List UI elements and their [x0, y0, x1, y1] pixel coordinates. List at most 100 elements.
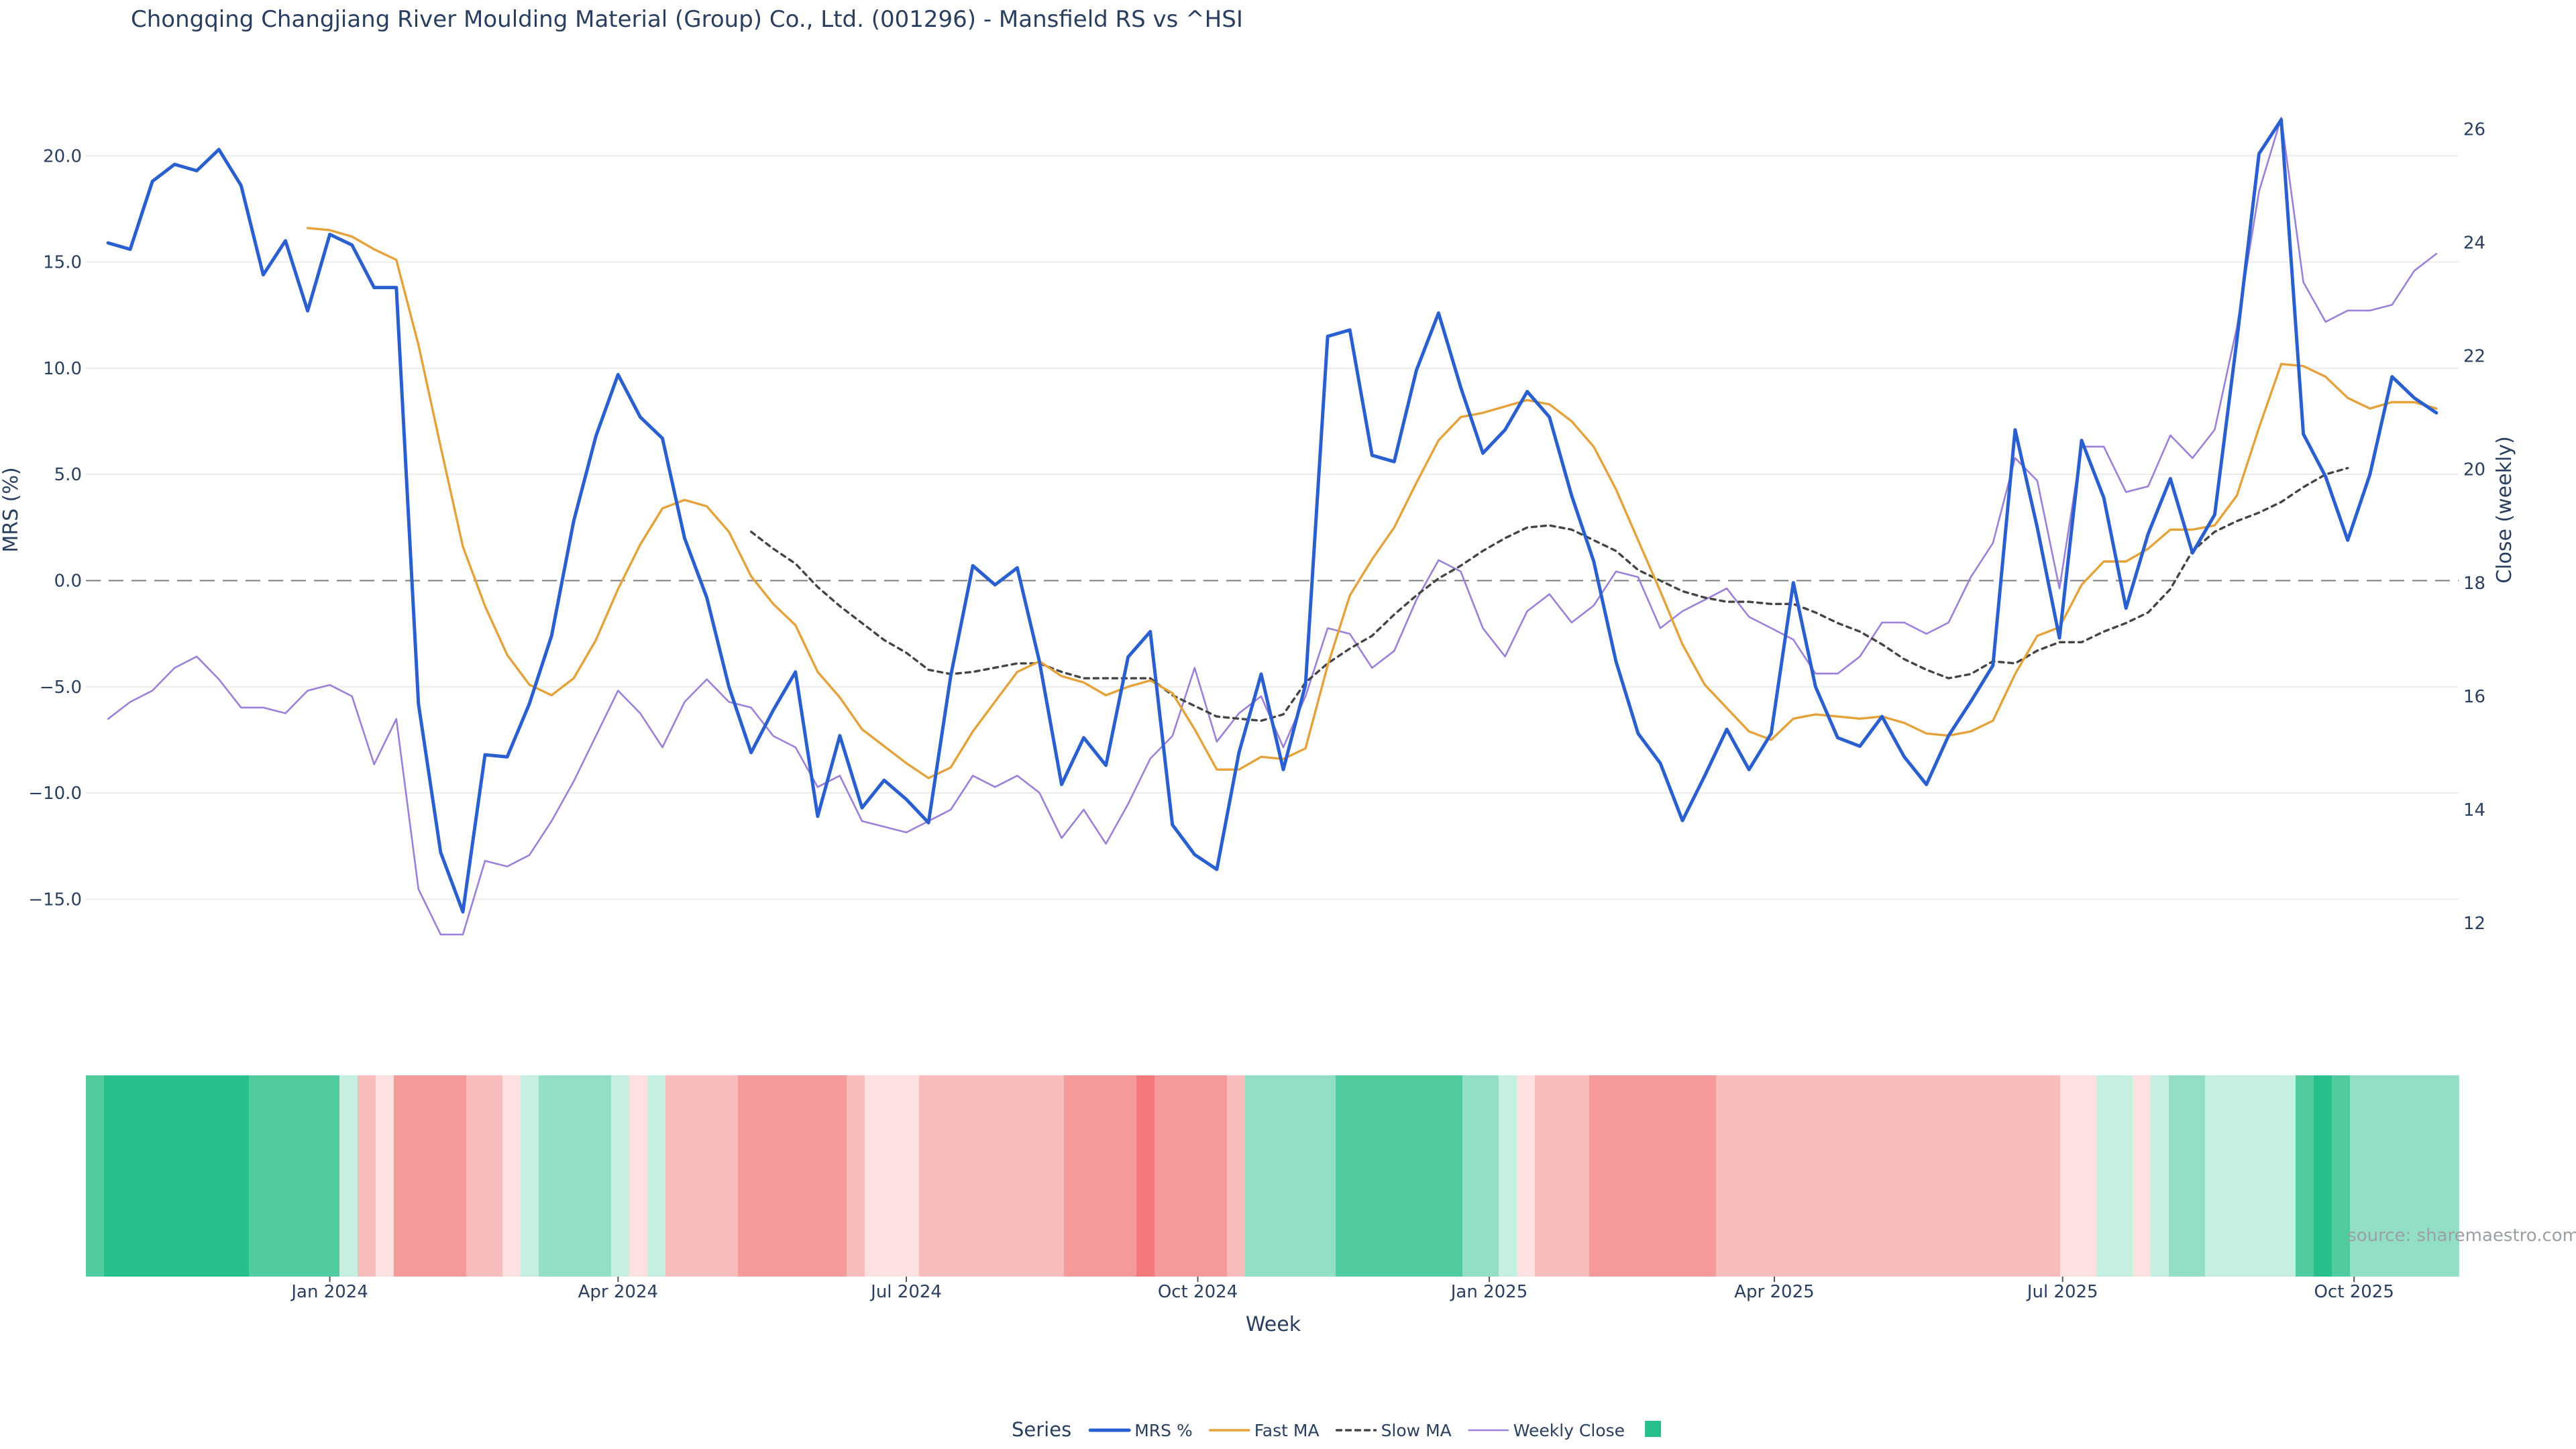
heatmap-cell — [1843, 1075, 1862, 1277]
heatmap-cell — [466, 1075, 485, 1277]
heatmap-cell — [828, 1075, 847, 1277]
heatmap-cell — [1191, 1075, 1210, 1277]
heatmap-cell — [575, 1075, 594, 1277]
series-line-mrs — [106, 118, 2438, 914]
heatmap-cell — [2133, 1075, 2151, 1277]
heatmap-cell — [1680, 1075, 1699, 1277]
heatmap-cell — [1716, 1075, 1735, 1277]
legend: Series MRS % Fast MA Slow MA Weekly Close — [1012, 1418, 1662, 1441]
y-right-tick-label: 16 — [2463, 687, 2485, 707]
heatmap-cell — [303, 1075, 322, 1277]
heatmap-cell — [484, 1075, 503, 1277]
series-layer — [106, 117, 2438, 936]
heatmap-cell — [321, 1075, 340, 1277]
heatmap-cell — [1571, 1075, 1590, 1277]
y-left-tick-label: 5.0 — [54, 465, 82, 485]
heatmap-cell — [1662, 1075, 1680, 1277]
heatmap-cell — [557, 1075, 576, 1277]
heatmap-cell — [412, 1075, 431, 1277]
legend-item-label: Slow MA — [1381, 1421, 1452, 1440]
right-y-axis-ticks: 12 14 16 18 20 22 24 26 — [2463, 119, 2485, 934]
heatmap-cell — [1173, 1075, 1191, 1277]
heatmap-cell — [358, 1075, 376, 1277]
heatmap-cell — [973, 1075, 992, 1277]
heatmap-cell — [539, 1075, 557, 1277]
heatmap-cell — [2042, 1075, 2061, 1277]
heatmap-cell — [140, 1075, 159, 1277]
heatmap-cell — [810, 1075, 829, 1277]
series-line-fast-ma — [306, 227, 2438, 780]
heatmap-cell — [901, 1075, 920, 1277]
heatmap-cell — [955, 1075, 974, 1277]
heatmap-cell — [195, 1075, 213, 1277]
heatmap-cell — [1951, 1075, 1970, 1277]
heatmap-cell — [2404, 1075, 2423, 1277]
y-right-tick-label: 24 — [2463, 233, 2485, 253]
heatmap-cell — [104, 1075, 123, 1277]
heatmap-cell — [1807, 1075, 1825, 1277]
heatmap-cell — [1861, 1075, 1880, 1277]
heatmap-cell — [629, 1075, 648, 1277]
heatmap-cell — [1879, 1075, 1898, 1277]
heatmap-cell — [1245, 1075, 1264, 1277]
heatmap-cell — [1209, 1075, 1228, 1277]
heatmap-cell — [2205, 1075, 2224, 1277]
heatmap-cell — [1046, 1075, 1065, 1277]
heatmap-cell — [1082, 1075, 1101, 1277]
y-axis-left-label: MRS (%) — [0, 467, 23, 552]
heatmap-cell — [1462, 1075, 1481, 1277]
x-axis-ticks: Jan 2024 Apr 2024 Jul 2024 Oct 2024 Jan 2025… — [290, 1277, 2394, 1302]
heatmap-cell — [158, 1075, 177, 1277]
heatmap-cell — [1915, 1075, 1934, 1277]
heatmap-cell — [1281, 1075, 1300, 1277]
heatmap-cell — [2151, 1075, 2169, 1277]
heatmap-cell — [1897, 1075, 1916, 1277]
chart-title: Chongqing Changjiang River Moulding Mate… — [131, 6, 1243, 33]
heatmap-cell — [2060, 1075, 2079, 1277]
heatmap-cell — [1227, 1075, 1246, 1277]
x-tick-label: Jan 2025 — [1450, 1282, 1528, 1302]
heatmap-cell — [792, 1075, 811, 1277]
heatmap-cell — [1788, 1075, 1807, 1277]
legend-title: Series — [1012, 1418, 1071, 1441]
heatmap-cell — [1299, 1075, 1318, 1277]
heatmap-cell — [665, 1075, 684, 1277]
heatmap-cell — [2368, 1075, 2387, 1277]
heatmap-cell — [2386, 1075, 2405, 1277]
heatmap-cell — [1988, 1075, 2006, 1277]
x-tick-label: Oct 2025 — [2314, 1282, 2394, 1302]
heatmap-cell — [1607, 1075, 1626, 1277]
heatmap-cell — [611, 1075, 630, 1277]
heatmap-cell — [865, 1075, 883, 1277]
heatmap-cell — [1010, 1075, 1028, 1277]
y-right-tick-label: 18 — [2463, 574, 2485, 594]
heatmap-cell — [2440, 1075, 2459, 1277]
x-tick-label: Apr 2024 — [578, 1282, 658, 1302]
heatmap-cell — [738, 1075, 757, 1277]
heatmap-cell — [2223, 1075, 2242, 1277]
heatmap-cell — [2169, 1075, 2188, 1277]
heatmap-cell — [394, 1075, 413, 1277]
heatmap-cell — [2024, 1075, 2043, 1277]
heatmap-cell — [1752, 1075, 1771, 1277]
heatmap-cell — [1517, 1075, 1536, 1277]
heatmap-cell — [1426, 1075, 1445, 1277]
heatmap-cell — [2114, 1075, 2133, 1277]
heatmap-cell — [847, 1075, 865, 1277]
x-tick-label: Apr 2025 — [1734, 1282, 1814, 1302]
y-left-tick-label: −5.0 — [40, 678, 82, 698]
heatmap-cell — [231, 1075, 250, 1277]
y-left-tick-label: −10.0 — [28, 784, 82, 804]
heatmap-cell — [1644, 1075, 1662, 1277]
heatmap-cell — [2332, 1075, 2351, 1277]
x-tick-label: Oct 2024 — [1158, 1282, 1238, 1302]
heatmap-cell — [1698, 1075, 1717, 1277]
heatmap-cell — [376, 1075, 394, 1277]
heatmap-cell — [1136, 1075, 1155, 1277]
y-right-tick-label: 12 — [2463, 914, 2485, 934]
heatmap-cell — [285, 1075, 304, 1277]
heatmap-cell — [756, 1075, 775, 1277]
y-left-tick-label: 20.0 — [43, 146, 82, 166]
heatmap-cell — [430, 1075, 449, 1277]
y-left-tick-label: 10.0 — [43, 359, 82, 379]
